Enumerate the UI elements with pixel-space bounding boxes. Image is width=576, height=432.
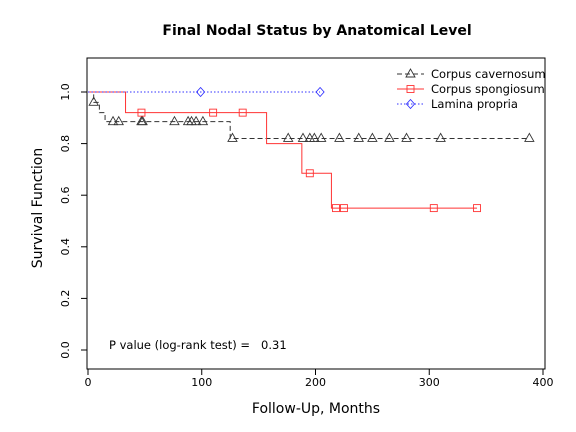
- censor-mark: [315, 132, 327, 142]
- chart-title: Final Nodal Status by Anatomical Level: [162, 23, 471, 39]
- legend-label: Lamina propria: [431, 97, 518, 111]
- censor-mark: [190, 115, 202, 126]
- legend-marker: [405, 98, 416, 110]
- legend-item: Corpus spongiosum: [397, 82, 545, 96]
- censor-mark: [384, 132, 395, 142]
- y-tick-label: 0.6: [59, 186, 72, 204]
- censor-mark: [137, 108, 146, 117]
- x-tick-label: 300: [419, 376, 440, 389]
- legend-item: Corpus cavernosum: [397, 67, 546, 81]
- censor-mark: [315, 86, 325, 98]
- censor-mark: [197, 115, 209, 126]
- legend-item: Lamina propria: [397, 97, 518, 111]
- censor-mark: [401, 132, 412, 142]
- x-axis: 0 100 200 300 400: [85, 369, 554, 389]
- series-0: [88, 91, 535, 142]
- censor-mark: [473, 204, 481, 213]
- censor-mark: [137, 115, 148, 126]
- series-1: [88, 91, 481, 213]
- censor-mark: [209, 108, 218, 117]
- y-tick-label: 0.4: [59, 238, 72, 256]
- x-tick-label: 200: [305, 376, 326, 389]
- x-tick-label: 400: [533, 376, 554, 389]
- y-tick-label: 1.0: [59, 83, 72, 101]
- legend-marker: [405, 68, 416, 78]
- censor-mark: [113, 115, 124, 126]
- censor-mark: [169, 115, 180, 126]
- censor-mark: [196, 86, 206, 98]
- survival-curve: [88, 91, 478, 209]
- censor-mark: [238, 108, 247, 117]
- x-tick-label: 100: [191, 376, 212, 389]
- pvalue-annotation: P value (log-rank test) = 0.31: [109, 338, 287, 352]
- legend-label: Corpus spongiosum: [431, 82, 545, 96]
- censor-mark: [309, 132, 320, 142]
- censor-mark: [332, 204, 340, 213]
- censor-mark: [282, 132, 294, 142]
- y-tick-label: 0.8: [59, 135, 72, 153]
- censor-mark: [297, 132, 309, 142]
- y-axis-label: Survival Function: [30, 148, 46, 268]
- censor-mark: [435, 132, 446, 142]
- y-tick-label: 0.2: [59, 290, 72, 308]
- censor-mark: [367, 132, 378, 142]
- censor-mark: [107, 115, 119, 126]
- censor-mark: [305, 169, 314, 178]
- y-axis: 0.0 0.2 0.4 0.6 0.8 1.0: [59, 83, 87, 359]
- series-layer: [88, 86, 535, 213]
- series-2: [88, 86, 325, 98]
- legend-label: Corpus cavernosum: [431, 67, 546, 81]
- x-axis-label: Follow-Up, Months: [252, 401, 380, 417]
- legend-marker: [406, 85, 415, 93]
- y-tick-label: 0.0: [59, 341, 72, 359]
- x-tick-label: 0: [85, 376, 92, 389]
- censor-mark: [339, 204, 348, 213]
- censor-mark: [334, 132, 345, 142]
- censor-mark: [227, 132, 238, 142]
- censor-mark: [353, 132, 364, 142]
- censor-mark: [524, 132, 535, 142]
- censor-mark: [429, 204, 438, 213]
- censor-mark: [88, 96, 99, 106]
